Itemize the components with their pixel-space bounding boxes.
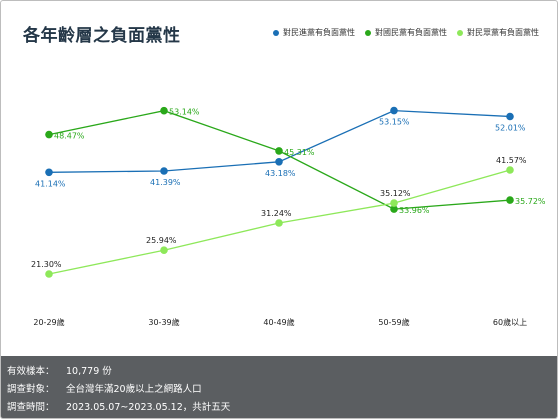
data-label-kmt: 33.96% (399, 206, 430, 215)
survey-period-label: 調查時間： (7, 402, 55, 413)
chart-legend: 對民進黨有負面黨性 對國民黨有負面黨性 對民眾黨有負面黨性 (273, 27, 539, 38)
line-chart: 41.14% 41.39% 43.18% 53.15% 52.01% 48.47% 53.1… (31, 106, 546, 327)
legend-item-tpp: 對民眾黨有負面黨性 (457, 27, 539, 38)
data-label-kmt: 35.72% (515, 197, 546, 206)
data-point-tpp (506, 166, 514, 174)
sample-size-label: 有效樣本： (7, 366, 55, 377)
legend-label-kmt: 對國民黨有負面黨性 (375, 28, 447, 37)
data-label-dpp: 53.15% (379, 118, 410, 127)
data-point-dpp (160, 167, 168, 175)
sample-size-value: 10,779 份 (66, 366, 112, 377)
data-point-dpp (45, 168, 53, 177)
legend-item-kmt: 對國民黨有負面黨性 (365, 27, 447, 38)
footer-row-target: 調查對象： 全台灣年滿20歲以上之網路人口 (7, 381, 202, 395)
data-point-kmt (390, 205, 398, 213)
survey-info-footer: 有效樣本： 10,779 份 調查對象： 全台灣年滿20歲以上之網路人口 調查時… (1, 356, 557, 418)
data-label-dpp: 43.18% (265, 169, 296, 178)
survey-target-label: 調查對象： (7, 384, 55, 395)
data-label-tpp: 21.30% (31, 260, 62, 269)
data-label-tpp: 41.57% (496, 156, 527, 165)
data-point-kmt (160, 106, 168, 115)
chart-title: 各年齡層之負面黨性 (23, 26, 181, 46)
data-point-kmt (506, 196, 514, 204)
data-point-dpp (390, 106, 398, 115)
legend-dot-tpp (457, 29, 463, 36)
x-tick-label: 50-59歲 (378, 317, 409, 327)
legend-dot-dpp (273, 29, 279, 36)
data-point-tpp (45, 270, 53, 278)
legend-label-tpp: 對民眾黨有負面黨性 (467, 28, 539, 37)
data-label-dpp: 52.01% (495, 124, 526, 133)
data-point-kmt (275, 147, 283, 155)
x-tick-label: 20-29歲 (33, 317, 64, 327)
data-label-kmt: 53.14% (169, 108, 200, 117)
legend-label-dpp: 對民進黨有負面黨性 (283, 28, 355, 37)
data-point-tpp (275, 219, 283, 227)
data-label-dpp: 41.39% (150, 178, 181, 187)
footer-row-period: 調查時間： 2023.05.07~2023.05.12，共計五天 (7, 399, 230, 413)
data-label-dpp: 41.14% (35, 179, 66, 188)
x-tick-label: 60歲以上 (493, 317, 527, 327)
data-label-kmt: 48.47% (54, 132, 85, 141)
data-label-tpp: 35.12% (380, 189, 411, 198)
legend-dot-kmt (365, 29, 371, 36)
legend-item-dpp: 對民進黨有負面黨性 (273, 27, 355, 38)
data-label-kmt: 45.31% (284, 148, 315, 157)
data-point-dpp (506, 112, 514, 121)
data-point-kmt (45, 130, 53, 139)
survey-target-value: 全台灣年滿20歲以上之網路人口 (66, 384, 202, 395)
x-tick-label: 40-49歲 (263, 317, 294, 327)
data-point-tpp (390, 199, 398, 207)
data-label-tpp: 25.94% (146, 236, 177, 245)
survey-period-value: 2023.05.07~2023.05.12，共計五天 (66, 402, 231, 413)
data-label-tpp: 31.24% (261, 209, 292, 218)
data-point-tpp (160, 246, 168, 254)
footer-row-sample: 有效樣本： 10,779 份 (7, 363, 112, 377)
x-tick-label: 30-39歲 (148, 317, 179, 327)
data-point-dpp (275, 158, 283, 166)
